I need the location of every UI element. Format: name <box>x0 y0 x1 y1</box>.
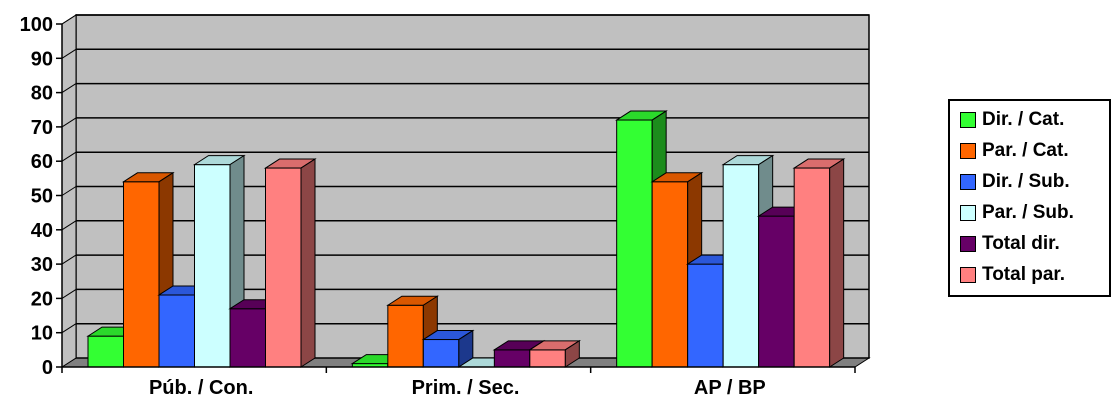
gridline-side <box>61 323 77 334</box>
bar <box>263 158 317 368</box>
legend-swatch <box>960 112 976 128</box>
legend-swatch <box>960 267 976 283</box>
legend-item: Dir. / Sub. <box>960 171 1070 193</box>
category-labels: Púb. / Con. Prim. / Sec. AP / BP <box>149 377 766 399</box>
gridline-side <box>61 83 77 94</box>
bar <box>650 171 704 368</box>
legend-item: Dir. / Cat. <box>960 109 1064 131</box>
legend-item: Total dir. <box>960 233 1060 255</box>
y-tick-labels: 0 10 20 30 40 50 60 70 80 90 100 <box>20 14 53 379</box>
legend-item: Par. / Cat. <box>960 140 1069 162</box>
legend: Dir. / Cat. Par. / Cat. Dir. / Sub. Par. / … <box>948 99 1111 297</box>
y-tick-label: 100 <box>20 14 53 36</box>
gridline-side <box>61 151 77 162</box>
y-tick-label: 80 <box>31 83 53 105</box>
y-tick-label: 0 <box>42 357 53 379</box>
legend-label: Total par. <box>982 264 1066 285</box>
legend-label: Par. / Sub. <box>982 202 1074 223</box>
bar <box>421 329 475 368</box>
legend-item: Total par. <box>960 264 1065 286</box>
legend-label: Total dir. <box>982 233 1060 254</box>
y-tick-label: 70 <box>31 117 53 139</box>
y-tick-label: 50 <box>31 186 53 208</box>
legend-swatch <box>960 143 976 159</box>
category-label: Prim. / Sec. <box>412 377 520 399</box>
y-tick-label: 60 <box>31 151 53 173</box>
bar <box>528 339 582 368</box>
gridline-side <box>61 288 77 299</box>
bar <box>792 158 846 368</box>
gridline-side <box>61 117 77 128</box>
category-label: Púb. / Con. <box>149 377 253 399</box>
gridline-side <box>61 14 77 25</box>
gridline-side <box>61 254 77 265</box>
legend-label: Dir. / Cat. <box>982 109 1065 130</box>
bars <box>86 110 846 368</box>
legend-swatch <box>960 174 976 190</box>
legend-swatch <box>960 236 976 252</box>
y-tick-label: 20 <box>31 288 53 310</box>
gridline-side <box>61 48 77 59</box>
axes <box>56 23 856 373</box>
legend-swatch <box>960 205 976 221</box>
category-label: AP / BP <box>694 377 766 399</box>
legend-label: Dir. / Sub. <box>982 171 1070 192</box>
y-tick-label: 90 <box>31 48 53 70</box>
gridline-side <box>61 220 77 231</box>
legend-item: Par. / Sub. <box>960 202 1074 224</box>
gridline-side <box>61 186 77 196</box>
y-tick-label: 40 <box>31 220 53 242</box>
y-tick-label: 10 <box>31 323 53 345</box>
y-tick-label: 30 <box>31 254 53 276</box>
legend-label: Par. / Cat. <box>982 140 1069 161</box>
